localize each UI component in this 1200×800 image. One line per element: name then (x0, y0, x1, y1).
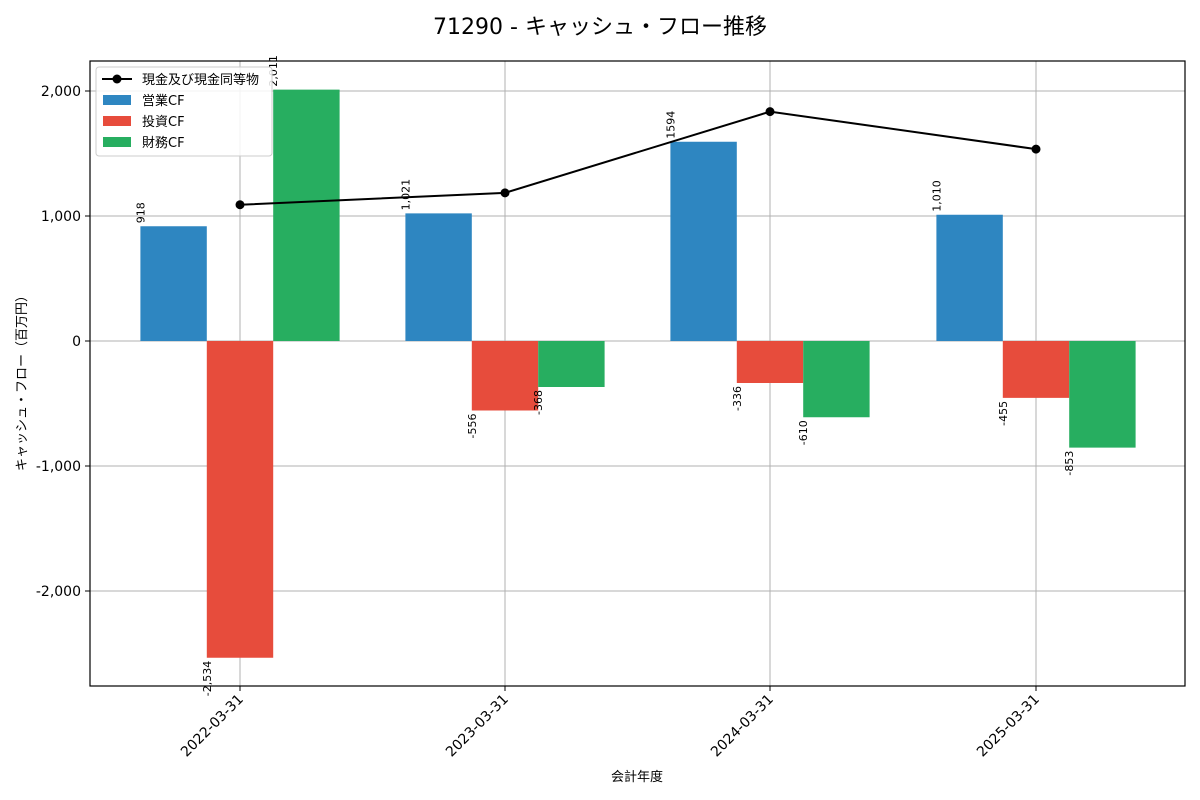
bar-value-label: -556 (466, 414, 479, 439)
cash-line-point (1031, 144, 1041, 154)
bar (140, 226, 207, 341)
bar (803, 341, 870, 418)
legend-label: 投資CF (142, 114, 185, 130)
y-tick-label: -2,000 (36, 584, 81, 600)
x-axis-title: 会計年度 (611, 769, 663, 785)
y-axis-title: キャッシュ・フロー（百万円） (15, 289, 30, 471)
legend-marker (112, 74, 122, 84)
bar-value-label: -2,534 (201, 661, 214, 696)
cash-line-point (500, 188, 510, 198)
bar (1002, 341, 1070, 398)
y-tick-label: 1,000 (41, 209, 81, 225)
x-tick-label: 2022-03-31 (178, 692, 247, 761)
bar (936, 214, 1003, 341)
bar (273, 89, 340, 341)
x-tick-label: 2024-03-31 (708, 692, 777, 761)
bar-value-label: -853 (1063, 451, 1076, 476)
bar (206, 341, 274, 658)
x-tick-label: 2025-03-31 (974, 692, 1043, 761)
bar (471, 341, 539, 411)
bar-value-label: 918 (134, 202, 147, 223)
x-tick-label: 2023-03-31 (443, 692, 512, 761)
data-labels: 9181,02115941,010-2,534-556-336-4552,011… (134, 55, 1076, 696)
bar-value-label: 1,010 (930, 180, 943, 212)
legend-swatch (103, 116, 131, 126)
legend-label: 財務CF (142, 136, 185, 151)
cash-line (235, 107, 1041, 210)
bar-value-label: 1594 (664, 111, 677, 139)
bar-value-label: 1,021 (399, 179, 412, 211)
bar-value-label: -336 (731, 386, 744, 411)
bar (1069, 341, 1136, 448)
legend-swatch (103, 95, 131, 105)
x-axis: 2022-03-31 2023-03-31 2024-03-31 2025-03-31 (178, 686, 1043, 760)
legend-label: 営業CF (142, 93, 185, 109)
cash-line-path (239, 110, 1037, 206)
bars (140, 89, 1136, 658)
legend-box (95, 66, 273, 157)
legend-label: 現金及び現金同等物 (142, 72, 259, 88)
cash-line-point (235, 200, 245, 210)
y-tick-label: 0 (72, 334, 81, 350)
cash-line-point (765, 107, 775, 117)
y-tick-label: 2,000 (41, 84, 81, 100)
bar (736, 341, 804, 383)
y-axis: -2,000 -1,000 0 1,000 2,000 (36, 84, 90, 600)
bar-value-label: -455 (997, 401, 1010, 426)
bar (405, 213, 472, 341)
bar (538, 341, 605, 387)
chart-title: 71290 - キャッシュ・フロー推移 (433, 15, 767, 40)
bar (670, 141, 737, 341)
bar-value-label: -610 (797, 420, 810, 445)
y-tick-label: -1,000 (36, 459, 81, 475)
legend-swatch (103, 137, 131, 147)
bar-value-label: -368 (532, 390, 545, 415)
plot-frame (89, 60, 1186, 687)
